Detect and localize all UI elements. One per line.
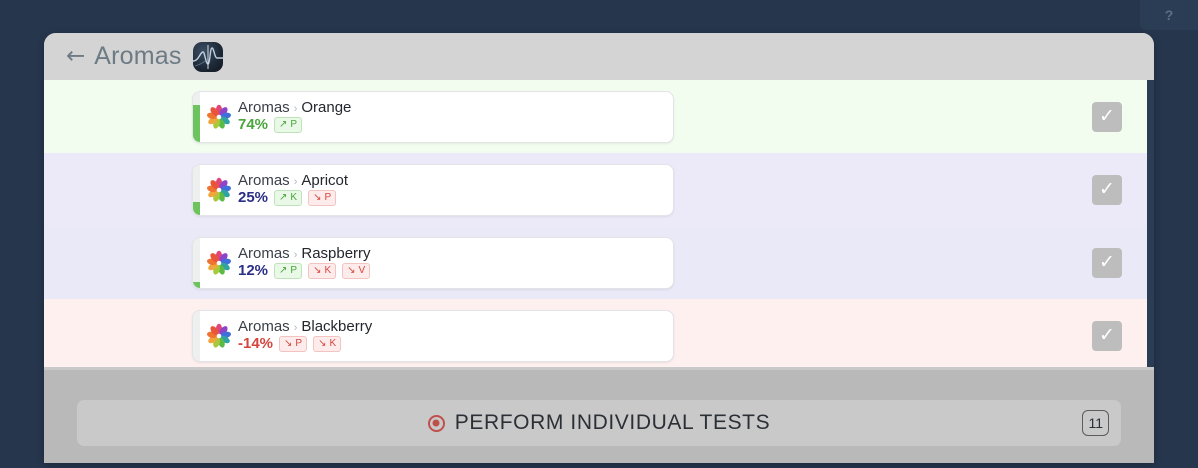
aroma-category: Aromas: [238, 98, 290, 116]
page-title: Aromas: [94, 42, 182, 70]
trend-badge: ↘ K: [313, 336, 342, 353]
back-arrow-icon[interactable]: ←: [66, 43, 86, 69]
aroma-meta: 74% ↗ P: [238, 116, 351, 134]
flower-icon: [206, 177, 232, 203]
aroma-meta: -14% ↘ P ↘ K: [238, 335, 372, 353]
row-checkbox[interactable]: ✓: [1092, 247, 1122, 278]
trend-badge: ↘ P: [308, 190, 337, 207]
aroma-category: Aromas: [238, 317, 290, 335]
trend-up-arrow-icon: ↗: [279, 119, 288, 131]
row-checkbox[interactable]: ✓: [1092, 174, 1122, 205]
flower-icon: [206, 323, 232, 349]
score-percent: -14%: [238, 335, 274, 352]
trend-down-arrow-icon: ↘: [318, 338, 327, 350]
footer-divider: [44, 367, 1154, 370]
check-icon: ✓: [1099, 178, 1115, 200]
aroma-category: Aromas: [238, 171, 290, 189]
vertical-scrollbar[interactable]: [1147, 80, 1154, 367]
trend-badge: ↗ P: [274, 117, 303, 134]
aroma-name: Orange: [301, 98, 352, 116]
aroma-title: Aromas › Raspberry: [238, 244, 371, 263]
card-header: ← Aromas: [44, 33, 1154, 80]
card-footer: PERFORM INDIVIDUAL TESTS 11: [44, 367, 1154, 463]
trend-down-arrow-icon: ↘: [313, 265, 322, 277]
aroma-name: Blackberry: [301, 317, 373, 335]
score-percent: 25%: [238, 189, 269, 206]
aroma-name: Apricot: [301, 171, 349, 189]
action-label: PERFORM INDIVIDUAL TESTS: [454, 411, 771, 434]
trend-down-arrow-icon: ↘: [347, 265, 356, 277]
aroma-card[interactable]: Aromas › Raspberry 12% ↗ P ↘: [192, 236, 674, 289]
list-item[interactable]: Aromas › Orange 74% ↗ P: [44, 80, 1154, 153]
aroma-card[interactable]: Aromas › Apricot 25% ↗ K ↘: [192, 163, 674, 216]
action-label-group: PERFORM INDIVIDUAL TESTS: [427, 411, 771, 435]
main-card: ← Aromas: [44, 33, 1154, 463]
trend-down-arrow-icon: ↘: [313, 192, 322, 204]
trend-badge: ↗ P: [274, 263, 303, 280]
breadcrumb-separator-icon: ›: [293, 102, 298, 115]
breadcrumb-separator-icon: ›: [293, 321, 298, 334]
trend-badge-label: K: [290, 192, 298, 204]
aroma-meta: 25% ↗ K ↘ P: [238, 189, 348, 207]
trend-badge-label: P: [290, 119, 298, 131]
flower-icon: [206, 104, 232, 130]
trend-badge-label: P: [290, 265, 298, 277]
score-accent-bar: [193, 281, 200, 288]
list-item[interactable]: Aromas › Apricot 25% ↗ K ↘: [44, 153, 1154, 226]
test-count-badge[interactable]: 11: [1082, 410, 1109, 436]
aroma-name: Raspberry: [301, 244, 371, 262]
list-item[interactable]: Aromas › Raspberry 12% ↗ P ↘: [44, 226, 1154, 299]
list-item[interactable]: Aromas › Blackberry -14% ↘ P ↘: [44, 299, 1154, 367]
score-accent-bar: [193, 104, 200, 142]
row-checkbox[interactable]: ✓: [1092, 101, 1122, 132]
trend-badge-label: K: [324, 265, 332, 277]
row-checkbox[interactable]: ✓: [1092, 320, 1122, 351]
trend-badge: ↗ K: [274, 190, 303, 207]
trend-badge: ↘ K: [308, 263, 337, 280]
aroma-category: Aromas: [238, 244, 290, 262]
score-percent: 74%: [238, 116, 269, 133]
aroma-card[interactable]: Aromas › Orange 74% ↗ P: [192, 90, 674, 143]
trend-badge: ↘ V: [342, 263, 371, 280]
score-accent-track: [193, 310, 200, 361]
aroma-title: Aromas › Apricot: [238, 171, 349, 190]
trend-down-arrow-icon: ↘: [284, 338, 293, 350]
trend-up-arrow-icon: ↗: [279, 192, 288, 204]
score-accent-track: [193, 237, 200, 288]
check-icon: ✓: [1099, 324, 1115, 346]
help-panel[interactable]: ?: [1140, 0, 1198, 30]
flower-icon: [206, 250, 232, 276]
question-mark-icon[interactable]: ?: [1164, 7, 1174, 23]
breadcrumb-separator-icon: ›: [293, 175, 298, 188]
score-accent-track: [193, 91, 200, 142]
score-accent-bar: [193, 202, 200, 215]
app-logo-pulse-icon: [192, 41, 223, 72]
score-accent-track: [193, 164, 200, 215]
breadcrumb-separator-icon: ›: [293, 248, 298, 261]
aroma-card[interactable]: Aromas › Blackberry -14% ↘ P ↘: [192, 309, 674, 362]
trend-badge-label: K: [329, 338, 337, 350]
trend-up-arrow-icon: ↗: [279, 265, 288, 277]
trend-badge: ↘ P: [279, 336, 308, 353]
trend-badge-label: V: [358, 265, 366, 277]
aroma-title: Aromas › Orange: [238, 98, 352, 117]
aroma-meta: 12% ↗ P ↘ K ↘ V: [238, 262, 371, 280]
check-icon: ✓: [1099, 251, 1115, 273]
perform-individual-tests-button[interactable]: PERFORM INDIVIDUAL TESTS 11: [77, 400, 1121, 446]
score-percent: 12%: [238, 262, 269, 279]
trend-badge-label: P: [295, 338, 303, 350]
record-dot-icon: [427, 414, 445, 432]
trend-badge-label: P: [324, 192, 332, 204]
check-icon: ✓: [1099, 105, 1115, 127]
aroma-list[interactable]: Aromas › Orange 74% ↗ P: [44, 80, 1154, 367]
aroma-title: Aromas › Blackberry: [238, 317, 373, 336]
